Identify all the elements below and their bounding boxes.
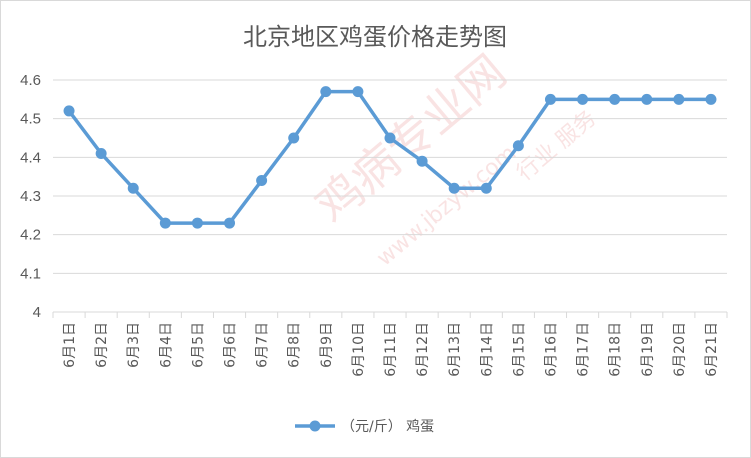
- data-point: [673, 93, 685, 105]
- data-point: [63, 105, 75, 117]
- x-tick-label: 6月11日: [383, 322, 399, 377]
- y-tick-label: 4.6: [20, 72, 41, 89]
- x-tick-label: 6月2日: [94, 322, 110, 368]
- x-tick-label: 6月5日: [190, 322, 206, 368]
- x-tick-label: 6月1日: [62, 322, 78, 368]
- y-axis-ticks: 4 4.1 4.2 4.3 4.4 4.5 4.6: [20, 72, 41, 321]
- data-point: [224, 217, 236, 229]
- y-tick-label: 4.4: [20, 149, 41, 166]
- legend: （元/斤） 鸡蛋: [295, 418, 434, 435]
- data-point: [159, 217, 171, 229]
- data-point: [480, 182, 492, 194]
- data-point: [641, 93, 653, 105]
- data-point: [288, 132, 300, 144]
- x-tick-label: 6月18日: [608, 322, 624, 377]
- x-tick-label: 6月19日: [640, 322, 656, 377]
- y-tick-label: 4: [33, 304, 41, 321]
- x-tick-label: 6月12日: [415, 322, 431, 377]
- x-tick-label: 6月6日: [223, 322, 239, 368]
- x-tick-label: 6月17日: [576, 322, 592, 377]
- data-point: [256, 175, 268, 187]
- x-tick-label: 6月10日: [351, 322, 367, 377]
- data-point: [416, 155, 428, 167]
- data-point: [320, 86, 332, 98]
- x-tick-label: 6月3日: [126, 322, 142, 368]
- data-point: [544, 93, 556, 105]
- y-tick-label: 4.2: [20, 227, 41, 244]
- x-tick-label: 6月15日: [511, 322, 527, 377]
- data-point: [127, 182, 139, 194]
- y-tick-label: 4.3: [20, 188, 41, 205]
- y-tick-label: 4.5: [20, 111, 41, 128]
- gridlines: [52, 79, 728, 318]
- x-tick-label: 6月16日: [543, 322, 559, 377]
- data-point: [609, 93, 621, 105]
- y-tick-label: 4.1: [20, 265, 41, 282]
- series-layer: [63, 86, 717, 229]
- data-point: [352, 86, 364, 98]
- x-tick-label: 6月7日: [255, 322, 271, 368]
- chart-title: 北京地区鸡蛋价格走势图: [243, 23, 507, 51]
- x-tick-label: 6月14日: [479, 322, 495, 377]
- data-point: [512, 140, 524, 152]
- x-axis-ticks: 6月1日 6月2日 6月3日 6月4日 6月5日 6月6日 6月7日 6月8日 6月9日 6月10…: [62, 322, 720, 377]
- data-point: [191, 217, 203, 229]
- x-tick-label: 6月8日: [287, 322, 303, 368]
- legend-label: （元/斤） 鸡蛋: [341, 418, 434, 435]
- x-tick-label: 6月4日: [158, 322, 174, 368]
- watermark-text: 行业 服务: [512, 106, 601, 186]
- x-tick-label: 6月21日: [704, 322, 720, 377]
- watermark-text: 鸡病专业网: [305, 44, 516, 233]
- x-tick-label: 6月13日: [447, 322, 463, 377]
- data-point: [705, 93, 717, 105]
- data-point: [448, 182, 460, 194]
- x-tick-label: 6月9日: [319, 322, 335, 368]
- data-point: [577, 93, 589, 105]
- x-tick-label: 6月20日: [672, 322, 688, 377]
- legend-marker-icon: [309, 420, 321, 432]
- data-point: [384, 132, 396, 144]
- data-point: [95, 147, 107, 159]
